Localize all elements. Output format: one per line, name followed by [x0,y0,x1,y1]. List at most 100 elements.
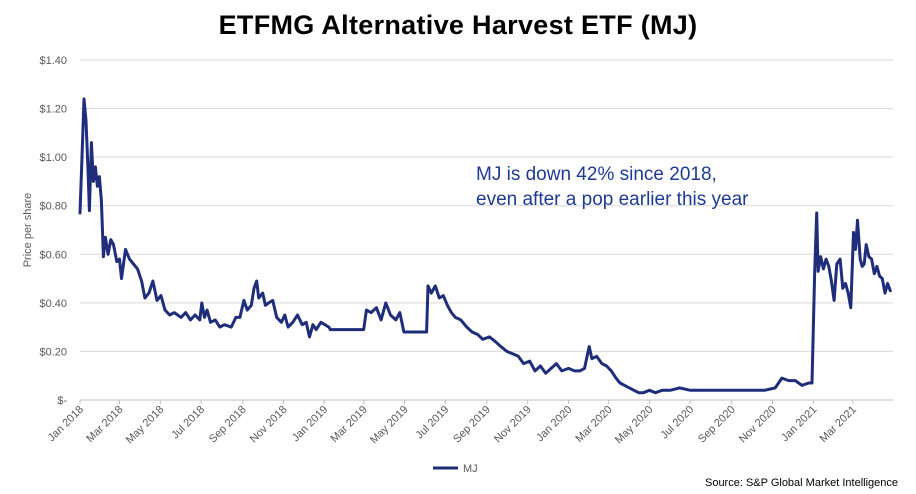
data-point [434,285,437,287]
data-point [842,287,844,290]
data-point [83,98,85,100]
data-point [287,326,289,328]
data-point [648,389,651,392]
data-point [817,270,819,273]
annotation-line-1: MJ is down 42% since 2018, [476,164,717,185]
data-point [243,299,245,302]
data-point [833,299,835,302]
data-point [517,355,520,358]
y-tick-label: $- [57,395,67,407]
data-point [830,280,833,282]
data-point [250,304,253,307]
data-point [710,389,712,392]
data-point [275,316,278,319]
x-tick-label: Mar 2020 [573,404,614,445]
data-point [425,331,428,333]
data-point [459,319,462,321]
data-point [878,275,881,277]
data-point [380,319,382,321]
x-tick-label: May 2019 [368,404,411,447]
data-point [365,309,368,311]
data-point [201,302,203,304]
data-point [230,326,232,328]
data-point [528,360,531,362]
data-point [280,321,283,324]
y-tick-labels: $- $0.20 $0.40 $0.60 $0.80 $1.00 $1.20 $1.40 [39,55,67,407]
data-point [751,389,753,392]
data-point [873,272,876,275]
data-point [81,156,83,158]
data-point [144,297,146,299]
data-point [534,370,536,372]
data-point [120,277,123,280]
data-point [87,168,89,171]
data-point [836,263,838,265]
data-point [828,265,830,268]
x-tick-label: Jan 2018 [46,404,86,444]
data-point [98,175,101,178]
data-point [264,304,267,307]
data-point [219,326,221,328]
data-point [438,297,441,299]
data-point [104,236,107,239]
x-tick-label: Nov 2019 [492,404,534,446]
data-point [271,299,274,302]
data-point [100,200,103,202]
data-point [573,370,576,372]
data-point [389,314,392,316]
data-point [209,321,212,324]
x-tick-label: Jan 2020 [534,404,574,444]
data-point [539,365,542,367]
data-point [370,311,372,314]
data-point [253,287,255,290]
data-point [482,338,484,341]
data-point [815,212,818,214]
data-point [152,280,154,282]
data-point [819,255,822,258]
data-point [362,328,365,331]
chart-title: ETFMG Alternative Harvest ETF (MJ) [218,10,698,40]
data-point [180,316,182,319]
x-tick-label: Sep 2018 [207,404,249,446]
data-point [160,294,162,297]
data-point [856,219,859,222]
data-point [876,265,878,268]
x-tick-label: Sep 2020 [696,404,738,446]
data-point [257,297,260,299]
data-point [476,333,479,336]
data-point [852,231,855,234]
data-point [168,314,171,316]
data-point [610,370,613,372]
data-point [184,311,187,314]
data-point [886,282,889,285]
data-point [678,387,681,389]
legend-label-mj: MJ [463,463,478,475]
data-point [870,258,873,260]
data-point [292,321,294,324]
data-point [102,255,105,258]
gridlines [80,59,893,401]
data-point [825,258,827,260]
x-tick-label: Mar 2019 [328,404,369,445]
data-point [500,345,502,348]
data-point [863,263,865,265]
data-point [561,370,563,372]
data-point [199,319,201,321]
data-point [813,270,816,273]
data-point [623,384,626,387]
annotation-line-2: even after a pop earlier this year [476,189,749,210]
data-point [839,258,841,260]
x-tick-label: Jul 2020 [658,404,696,442]
data-point [787,379,790,382]
data-point [844,282,847,285]
data-point [96,185,99,188]
data-point [637,391,640,394]
data-point [79,212,81,214]
data-point [305,321,308,324]
data-point [284,314,286,316]
data-point [661,389,663,392]
data-point [301,323,304,326]
data-point [865,243,867,246]
data-point [107,253,109,256]
